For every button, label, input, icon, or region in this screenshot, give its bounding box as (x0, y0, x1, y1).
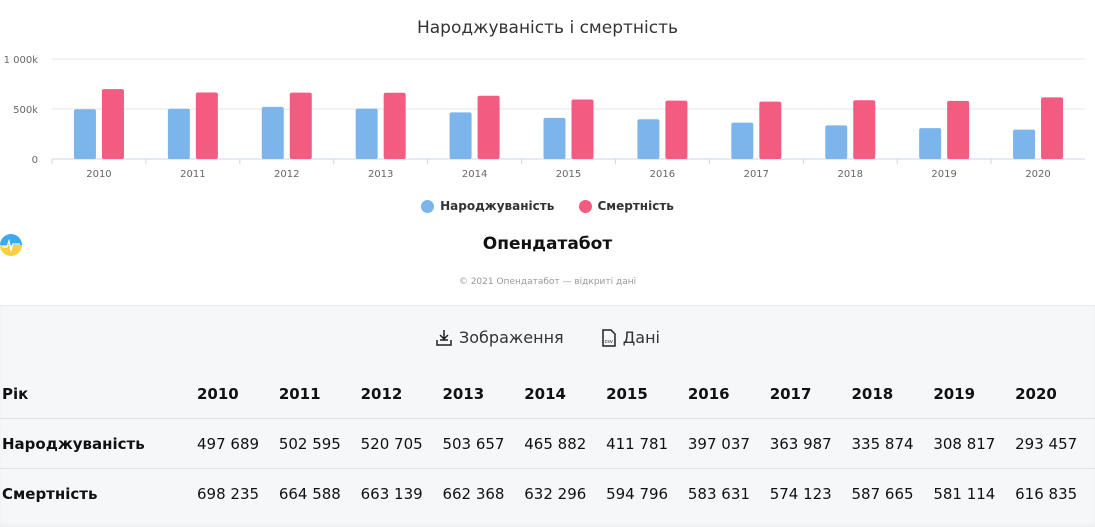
x-tick-label: 2016 (650, 169, 675, 180)
value-cell: 335 874 (849, 418, 932, 469)
births-bar-2018[interactable] (825, 125, 848, 159)
logo: Опендатабот (0, 234, 1095, 256)
data-table: Рік 2010 2011 2012 2013 2014 2015 2016 2017 2018 2… (0, 369, 1095, 518)
x-tick-label: 2019 (931, 169, 956, 180)
x-tick-label: 2018 (838, 169, 863, 180)
births-bar-2019[interactable] (919, 128, 942, 159)
x-tick-label: 2013 (368, 169, 393, 180)
value-cell: 581 114 (933, 484, 996, 503)
legend-label: Смертність (597, 199, 674, 213)
deaths-bar-2019[interactable] (947, 100, 970, 159)
value-cell: 587 665 (851, 484, 914, 503)
logo-icon (0, 234, 22, 256)
deaths-bar-2011[interactable] (195, 92, 218, 159)
value-cell: 363 987 (767, 418, 850, 469)
births-bar-2017[interactable] (731, 122, 754, 159)
value-cell: 662 368 (442, 484, 505, 503)
deaths-bar-2015[interactable] (571, 99, 594, 159)
value-cell: 616 835 (1015, 484, 1078, 503)
year-header: 2018 (849, 369, 932, 419)
year-header: 2011 (276, 369, 359, 419)
header-cell: Рік (0, 369, 195, 419)
births-bar-2014[interactable] (449, 112, 472, 159)
logo-text: Опендатабот (482, 234, 613, 254)
chart-title: Народжуваність і смертність (416, 18, 679, 38)
download-icon (436, 329, 452, 346)
x-tick-label: 2012 (274, 169, 299, 180)
row-label: Народжуваність (0, 418, 195, 469)
births-dot-icon (421, 199, 435, 213)
births-bar-2016[interactable] (637, 119, 660, 159)
legend-item-births[interactable]: Народжуваність (421, 199, 554, 213)
year-header: 2010 (195, 369, 277, 419)
value-cell: 583 631 (687, 484, 750, 503)
svg-text:csv: csv (604, 339, 612, 345)
deaths-bar-2013[interactable] (383, 92, 406, 159)
legend-item-deaths[interactable]: Смертність (578, 199, 674, 213)
deaths-bar-2012[interactable] (289, 92, 312, 159)
x-tick-label: 2017 (744, 169, 769, 180)
year-header: 2013 (440, 369, 523, 419)
value-cell: 594 796 (606, 484, 669, 503)
row-label: Смертність (2, 484, 98, 503)
csv-file-icon: csv (602, 328, 616, 347)
chart: Народжуваність і смертність 0 500k 1 000k 2… (0, 18, 1095, 287)
births-bar-2013[interactable] (355, 108, 378, 159)
value-cell: 465 882 (522, 418, 605, 469)
deaths-dot-icon (578, 199, 592, 213)
births-bar-2012[interactable] (261, 106, 284, 159)
value-cell: 397 037 (685, 418, 768, 469)
deaths-bar-2014[interactable] (477, 95, 500, 159)
x-tick-label: 2014 (462, 169, 487, 180)
births-bar-2020[interactable] (1013, 129, 1036, 159)
year-header: 2015 (604, 369, 686, 419)
value-cell: 308 817 (931, 418, 1014, 469)
value-cell: 632 296 (524, 484, 587, 503)
births-bar-2010[interactable] (73, 109, 96, 159)
value-cell: 497 689 (195, 418, 277, 469)
value-cell: 698 235 (197, 484, 260, 503)
value-cell: 574 123 (769, 484, 832, 503)
x-tick-label: 2010 (86, 169, 111, 180)
deaths-bar-2016[interactable] (665, 100, 688, 159)
table-row: Смертність 698 235 664 588 663 139 662 368 63… (0, 469, 1095, 519)
label: Дані (622, 328, 660, 347)
y-tick-label: 500k (13, 105, 38, 116)
value-cell: 411 781 (604, 418, 686, 469)
download-image-button[interactable]: Зображення (435, 328, 564, 347)
deaths-bar-2017[interactable] (759, 101, 782, 159)
births-bar-2015[interactable] (543, 117, 566, 159)
value-cell: 503 657 (440, 418, 523, 469)
value-cell: 520 705 (358, 418, 441, 469)
x-tick-label: 2020 (1025, 169, 1050, 180)
copyright: © 2021 Опендатабот — відкриті дані (458, 277, 637, 287)
value-cell: 664 588 (278, 484, 341, 503)
label: Зображення (459, 328, 564, 347)
y-tick-label: 1 000k (4, 55, 39, 66)
value-cell: 502 595 (276, 418, 359, 469)
value-cell: 663 139 (360, 484, 423, 503)
year-header: 2017 (767, 369, 850, 419)
x-tick-label: 2011 (180, 169, 205, 180)
table-row: Народжуваність 497 689 502 595 520 705 503 6… (0, 418, 1095, 469)
year-header: 2016 (685, 369, 768, 419)
year-header: 2012 (358, 369, 441, 419)
legend-label: Народжуваність (440, 199, 555, 213)
year-header: 2014 (522, 369, 605, 419)
x-tick-label: 2015 (556, 169, 581, 180)
year-header: 2019 (931, 369, 1014, 419)
y-tick-label: 0 (32, 155, 38, 166)
data-panel: Зображення csv Дані Рік 2010 2011 2012 2013 20… (0, 305, 1095, 527)
year-header: 2020 (1013, 369, 1095, 419)
download-data-button[interactable]: csv Дані (601, 328, 660, 347)
value-cell: 293 457 (1013, 418, 1095, 469)
legend: Народжуваність Смертність (0, 199, 1095, 216)
deaths-bar-2018[interactable] (853, 100, 876, 159)
plot-area: 0 500k 1 000k 2010 2011 2012 2013 2014 2015 2016 2… (4, 55, 1085, 180)
deaths-bar-2020[interactable] (1041, 97, 1064, 159)
table-header-row: Рік 2010 2011 2012 2013 2014 2015 2016 2017 2018 2… (0, 369, 1095, 419)
deaths-bar-2010[interactable] (101, 89, 124, 159)
births-bar-2011[interactable] (167, 108, 190, 159)
